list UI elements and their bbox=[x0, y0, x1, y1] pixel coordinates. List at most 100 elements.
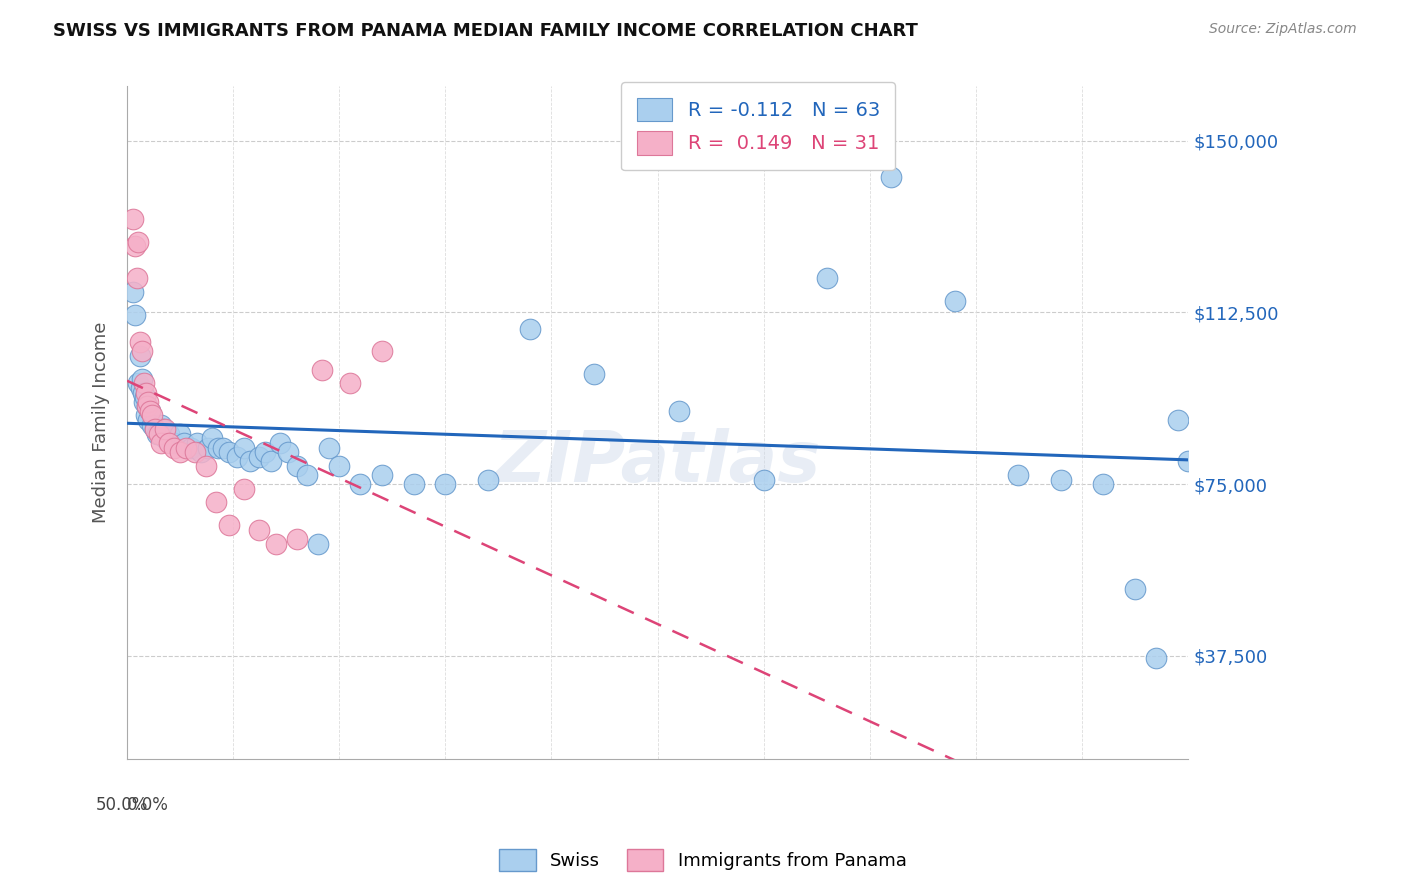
Point bbox=[197, 441, 219, 455]
Point bbox=[127, 235, 149, 249]
Point bbox=[582, 368, 605, 382]
Point bbox=[285, 532, 308, 546]
Point bbox=[232, 482, 254, 496]
Point bbox=[131, 344, 153, 359]
Point bbox=[402, 477, 425, 491]
Point bbox=[260, 454, 283, 468]
Point bbox=[176, 441, 198, 455]
Point bbox=[128, 349, 150, 363]
Point bbox=[943, 293, 966, 308]
Point bbox=[277, 445, 299, 459]
Point bbox=[132, 394, 155, 409]
Point bbox=[152, 422, 174, 436]
Point bbox=[136, 400, 159, 414]
Point bbox=[186, 436, 208, 450]
Point bbox=[349, 477, 371, 491]
Point bbox=[253, 445, 276, 459]
Y-axis label: Median Family Income: Median Family Income bbox=[93, 322, 110, 523]
Point bbox=[247, 523, 270, 537]
Point bbox=[143, 422, 166, 436]
Point bbox=[218, 445, 240, 459]
Point bbox=[815, 271, 838, 285]
Point bbox=[205, 495, 228, 509]
Point bbox=[207, 441, 229, 455]
Point bbox=[318, 441, 340, 455]
Point bbox=[131, 372, 153, 386]
Point bbox=[1177, 454, 1199, 468]
Text: 0.0%: 0.0% bbox=[127, 796, 169, 814]
Point bbox=[226, 450, 249, 464]
Point bbox=[1049, 473, 1071, 487]
Point bbox=[285, 458, 308, 473]
Point bbox=[1123, 582, 1146, 597]
Point bbox=[128, 335, 150, 350]
Point bbox=[1144, 651, 1167, 665]
Point bbox=[370, 467, 392, 482]
Text: SWISS VS IMMIGRANTS FROM PANAMA MEDIAN FAMILY INCOME CORRELATION CHART: SWISS VS IMMIGRANTS FROM PANAMA MEDIAN F… bbox=[53, 22, 918, 40]
Point bbox=[163, 436, 186, 450]
Point bbox=[1007, 467, 1029, 482]
Point bbox=[141, 417, 163, 432]
Point bbox=[880, 170, 903, 185]
Point bbox=[218, 518, 240, 533]
Point bbox=[135, 385, 157, 400]
Text: ZIPatlas: ZIPatlas bbox=[494, 428, 821, 497]
Point bbox=[311, 362, 333, 376]
Point bbox=[477, 473, 499, 487]
Point bbox=[145, 426, 167, 441]
Point bbox=[247, 450, 270, 464]
Point bbox=[124, 239, 146, 253]
Point bbox=[184, 445, 207, 459]
Point bbox=[269, 436, 291, 450]
Point bbox=[180, 441, 202, 455]
Point bbox=[169, 426, 191, 441]
Point bbox=[143, 422, 166, 436]
Point bbox=[159, 436, 181, 450]
Point bbox=[239, 454, 262, 468]
Point bbox=[1092, 477, 1115, 491]
Text: 50.0%: 50.0% bbox=[96, 796, 148, 814]
Point bbox=[132, 385, 155, 400]
Point bbox=[136, 413, 159, 427]
Point bbox=[136, 400, 159, 414]
Point bbox=[125, 271, 148, 285]
Point bbox=[232, 441, 254, 455]
Point bbox=[211, 441, 233, 455]
Point bbox=[127, 376, 149, 391]
Point bbox=[519, 321, 541, 335]
Point bbox=[370, 344, 392, 359]
Point bbox=[163, 441, 186, 455]
Point bbox=[297, 467, 319, 482]
Point bbox=[159, 426, 181, 441]
Point bbox=[124, 308, 146, 322]
Point bbox=[173, 436, 195, 450]
Point bbox=[752, 473, 775, 487]
Point bbox=[190, 445, 212, 459]
Point bbox=[122, 285, 145, 299]
Point bbox=[339, 376, 361, 391]
Point bbox=[141, 409, 163, 423]
Legend: Swiss, Immigrants from Panama: Swiss, Immigrants from Panama bbox=[492, 842, 914, 879]
Point bbox=[1167, 413, 1189, 427]
Legend: R = -0.112   N = 63, R =  0.149   N = 31: R = -0.112 N = 63, R = 0.149 N = 31 bbox=[621, 82, 896, 170]
Point bbox=[153, 431, 176, 445]
Point bbox=[668, 404, 690, 418]
Point bbox=[132, 376, 155, 391]
Point bbox=[149, 436, 172, 450]
Point bbox=[328, 458, 350, 473]
Point bbox=[264, 536, 287, 550]
Point bbox=[136, 394, 159, 409]
Point bbox=[153, 422, 176, 436]
Point bbox=[149, 417, 172, 432]
Point bbox=[129, 381, 152, 395]
Point bbox=[135, 409, 157, 423]
Point bbox=[307, 536, 329, 550]
Point bbox=[122, 211, 145, 226]
Point bbox=[134, 390, 156, 404]
Point bbox=[169, 445, 191, 459]
Point bbox=[201, 431, 224, 445]
Point bbox=[139, 404, 162, 418]
Point bbox=[139, 404, 162, 418]
Point bbox=[434, 477, 457, 491]
Point bbox=[194, 458, 217, 473]
